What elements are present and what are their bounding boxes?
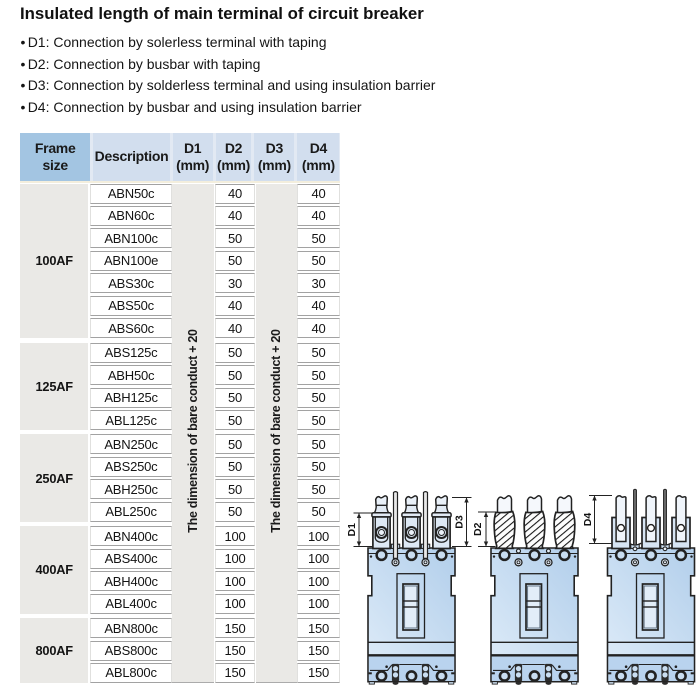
svg-text:D3: D3 [454,515,466,529]
svg-text:D2: D2 [472,522,484,536]
svg-text:D1: D1 [346,523,358,537]
svg-text:D4: D4 [582,513,594,527]
